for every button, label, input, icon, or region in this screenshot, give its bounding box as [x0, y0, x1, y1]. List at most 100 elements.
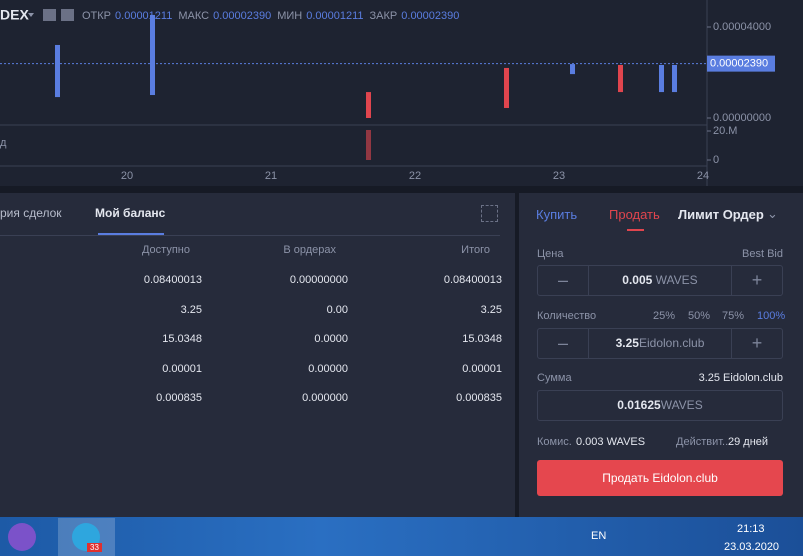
volume-tick-label: 20.M — [713, 125, 737, 137]
total: 0.01625 — [617, 398, 661, 412]
pct[interactable]: 100% — [757, 310, 786, 322]
balance-cell: 15.0348 — [162, 333, 202, 345]
balance-cell: 0.00000000 — [289, 274, 348, 286]
balance-cell: 0.00000 — [308, 362, 348, 375]
expiry-label: Действит... — [676, 436, 732, 448]
last-price-label: 0.00002390 — [710, 58, 768, 70]
balance-cell: 15.0348 — [462, 333, 502, 345]
fee-label: Комис. — [537, 436, 572, 448]
unit: WAVES — [655, 273, 698, 287]
candle-body — [366, 92, 371, 118]
total-label: Сумма — [537, 372, 572, 384]
column-header: Итого — [461, 244, 490, 256]
last-price-box — [707, 55, 775, 72]
sell-tab[interactable]: Продать — [609, 207, 660, 222]
amount: 3.25 — [615, 336, 639, 350]
balance-cell: 0.000835 — [456, 392, 502, 404]
total-hint: 3.25 Eidolon.club — [698, 372, 783, 384]
amount-input[interactable]: – 3.25Eidolon.club + — [537, 328, 783, 359]
pct[interactable]: 25% — [653, 310, 676, 322]
balance-cell: 0.00001 — [162, 362, 202, 375]
x-tick-label: 23 — [553, 170, 565, 182]
ohlc-value: 0.00001211 — [115, 10, 172, 22]
x-tick-label: 22 — [409, 170, 421, 182]
tab[interactable]: рия сделок — [0, 206, 62, 220]
ohlc-label: ЗАКР — [370, 10, 398, 22]
amount-label: Количество — [537, 310, 597, 322]
volume-tick-label: 0 — [713, 154, 719, 166]
balance-cell: 3.25 — [180, 303, 202, 316]
amount-value: 3.25Eidolon.club — [588, 329, 732, 358]
ohlc-value: 0.00002390 — [213, 10, 271, 22]
divider — [0, 235, 500, 236]
icon — [43, 9, 56, 21]
balance-cell: 0.000835 — [156, 392, 202, 404]
price: 0.005 — [622, 273, 653, 287]
ohlc-label: МАКС — [178, 10, 209, 22]
dropdown-icon — [28, 13, 34, 17]
candle-body — [55, 44, 60, 98]
balance-cell: 3.25 — [480, 303, 502, 316]
pct[interactable]: 75% — [722, 310, 745, 322]
market-name: DEX — [0, 7, 29, 23]
best-bid[interactable]: Best Bid — [742, 248, 783, 260]
balance-cell: 0.00001 — [462, 362, 502, 375]
balance-panel: рия сделок Мой баланс Доступно В ордерах И… — [0, 193, 515, 517]
ohlc-value: 0.00002390 — [401, 10, 459, 22]
chart-bg — [0, 0, 803, 186]
candle-body — [570, 64, 575, 75]
price-input[interactable]: – 0.005 WAVES + — [537, 265, 783, 296]
candle-body — [150, 14, 155, 96]
y-tick-label: 0.00000000 — [713, 112, 771, 124]
column-header: Доступно — [141, 244, 190, 256]
unit: WAVES — [660, 398, 703, 412]
plus[interactable]: + — [731, 329, 782, 358]
plus[interactable]: + — [731, 266, 782, 295]
viber-icon[interactable] — [8, 523, 36, 551]
balance-cell: 0.0000 — [314, 333, 348, 345]
balance-cell: 0.08400013 — [443, 274, 502, 286]
balance-cell: 0.08400013 — [143, 274, 202, 286]
tab-underline — [98, 233, 164, 235]
x-tick-label: 24 — [697, 170, 709, 182]
minus[interactable]: – — [538, 329, 589, 358]
ohlc-label: МИН — [277, 10, 302, 22]
price-chart: DEX д ОТКР 0.00001211 МАКС 0.00002390 МИН 0.0… — [0, 0, 803, 186]
order-type[interactable]: Лимит Ордер — [678, 207, 764, 222]
buy-tab[interactable]: Купить — [536, 207, 578, 222]
pct[interactable]: 50% — [688, 310, 711, 322]
volume-label: д — [0, 137, 7, 149]
y-tick-label: 0.00004000 — [713, 21, 771, 33]
balance-cell: 0.000000 — [302, 392, 348, 404]
unit: Eidolon.club — [638, 336, 705, 350]
price-label: Цена — [537, 248, 564, 260]
ohlc-value: 0.00001211 — [306, 10, 363, 22]
taskbar: 33 EN 21:13 23.03.2020 — [0, 517, 803, 556]
icon — [61, 9, 74, 21]
language[interactable]: EN — [591, 530, 607, 542]
candle-body — [618, 64, 623, 93]
time: 21:13 — [737, 523, 765, 535]
submit-button[interactable]: Продать Eidolon.club — [537, 460, 783, 496]
price-value: 0.005 WAVES — [588, 266, 732, 295]
total-value: 0.01625WAVES — [538, 391, 782, 420]
tab-active[interactable]: Мой баланс — [95, 206, 166, 220]
tab-underline — [627, 229, 644, 231]
candle-body — [672, 64, 677, 93]
column-header: В ордерах — [283, 244, 336, 256]
balance-cell: 0.00 — [326, 303, 348, 316]
candle-body — [504, 67, 509, 108]
expiry-value[interactable]: 29 дней — [728, 436, 769, 448]
chevron: ⌄ — [767, 206, 778, 221]
x-tick-label: 21 — [265, 170, 277, 182]
badge: 33 — [87, 543, 102, 552]
expand-icon[interactable] — [481, 205, 498, 222]
total-input[interactable]: 0.01625WAVES — [537, 390, 783, 421]
date: 23.03.2020 — [724, 541, 780, 553]
candle-body — [659, 64, 664, 93]
minus[interactable]: – — [538, 266, 589, 295]
volume-bar — [366, 129, 371, 160]
ohlc-label: ОТКР — [82, 10, 111, 22]
x-tick-label: 20 — [121, 170, 133, 182]
